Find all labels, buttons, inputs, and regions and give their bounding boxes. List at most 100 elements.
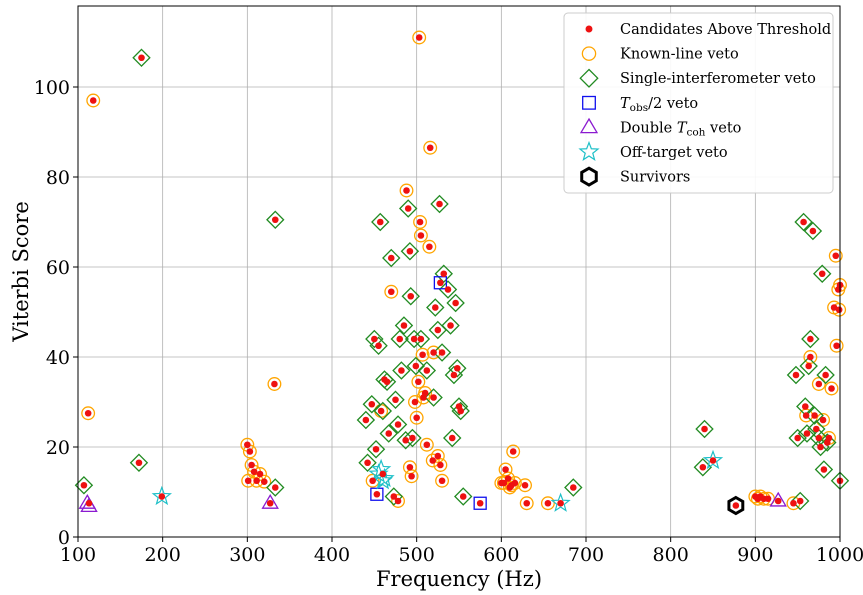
candidates-point <box>415 34 423 41</box>
candidates-point <box>406 463 414 471</box>
tobs-point <box>433 276 448 290</box>
candidates-point <box>801 403 809 410</box>
candidates-point <box>372 445 380 453</box>
candidates-point <box>511 479 519 487</box>
x-tick-label: 800 <box>653 544 689 566</box>
candidates-point <box>796 497 804 505</box>
candidates-point <box>807 335 814 343</box>
legend-label: Candidates Above Threshold <box>620 22 831 38</box>
legend-entry-known-line: Known-line veto <box>581 46 739 63</box>
double-tcoh-point <box>261 493 279 509</box>
candidates-point <box>430 349 437 356</box>
legend-marker-off-target <box>578 140 600 162</box>
candidates-point <box>803 430 811 437</box>
candidates-point <box>504 475 512 482</box>
single-ifo-point <box>430 194 449 214</box>
off-target-point <box>374 467 395 488</box>
candidates-point <box>379 470 387 478</box>
tobs-point <box>473 496 487 510</box>
candidates-point <box>431 304 439 311</box>
candidates-point <box>544 499 552 507</box>
candidates-point <box>383 378 391 386</box>
survivors-point <box>727 495 745 516</box>
series-off-target <box>151 449 724 512</box>
single-ifo-point <box>786 365 806 385</box>
candidates-point <box>362 416 370 424</box>
candidates-point <box>387 254 395 262</box>
single-ifo-point <box>813 264 832 283</box>
legend: Candidates Above Threshold Known-line vet… <box>563 12 834 194</box>
x-tick-label: 600 <box>483 544 519 566</box>
candidates-point <box>828 385 835 392</box>
candidates-point <box>802 412 810 419</box>
candidates-point <box>430 394 437 401</box>
single-ifo-point <box>394 316 414 335</box>
candidates-point <box>416 218 424 226</box>
candidates-point <box>385 430 393 437</box>
candidates-point <box>411 398 419 406</box>
known-line-point <box>409 410 424 425</box>
candidates-point <box>805 362 812 370</box>
known-line-point <box>425 453 440 468</box>
legend-entry-single-ifo: Single-interferometer veto <box>579 68 816 88</box>
candidates-point <box>440 270 448 278</box>
legend-label: Tobs/2 veto <box>620 96 698 114</box>
candidates-point <box>417 232 425 239</box>
candidates-point <box>448 434 456 442</box>
candidates-point <box>80 481 88 489</box>
y-tick-label: 20 <box>46 437 70 459</box>
candidates-point <box>437 279 444 287</box>
candidates-point <box>500 479 508 487</box>
candidates-point <box>426 144 434 152</box>
candidates-point <box>415 378 422 386</box>
candidates-point <box>523 499 531 507</box>
candidates-point <box>764 495 772 503</box>
single-ifo-point <box>801 329 820 349</box>
candidates-point <box>557 499 564 507</box>
candidates-point <box>699 463 707 471</box>
double-tcoh-point <box>80 497 98 513</box>
known-line-point <box>824 381 839 396</box>
legend-label: Survivors <box>620 170 690 186</box>
legend-label: Single-interferometer veto <box>620 71 816 87</box>
single-ifo-point <box>794 212 813 232</box>
double-tcoh-point <box>769 491 787 507</box>
single-ifo-point <box>384 487 404 506</box>
single-ifo-point <box>417 361 437 380</box>
series-double-tcoh <box>78 491 787 513</box>
candidates-point <box>819 416 827 424</box>
legend-marker-survivors <box>580 166 598 187</box>
known-line-point <box>413 215 428 229</box>
candidates-point <box>368 400 376 408</box>
single-ifo-point <box>449 397 469 416</box>
candidates-point <box>450 371 458 379</box>
candidates-point <box>398 367 405 374</box>
candidates-point <box>410 335 418 343</box>
known-line-point <box>384 284 399 299</box>
known-line-point <box>411 374 426 389</box>
candidates-point <box>811 412 818 419</box>
candidates-point <box>423 441 431 449</box>
single-ifo-point <box>448 359 467 378</box>
single-ifo-point <box>451 401 470 421</box>
known-line-point <box>81 406 96 421</box>
candidates-point <box>408 472 415 480</box>
y-tick-label: 60 <box>46 257 70 279</box>
candidates-point <box>421 389 429 397</box>
candidates-point <box>438 349 446 356</box>
single-ifo-point <box>443 428 462 448</box>
candidates-point <box>375 342 382 350</box>
candidates-point <box>266 499 274 507</box>
candidates-point <box>89 97 97 104</box>
candidates-point <box>158 493 166 500</box>
candidates-point <box>835 306 843 314</box>
off-target-point <box>151 485 173 506</box>
candidates-point <box>434 326 442 334</box>
candidates-point <box>792 371 800 379</box>
single-ifo-point <box>790 491 810 511</box>
candidates-point <box>260 478 268 485</box>
candidates-point <box>709 457 717 464</box>
single-ifo-point <box>799 356 818 376</box>
candidates-point <box>271 380 278 388</box>
candidates-point <box>138 54 145 62</box>
